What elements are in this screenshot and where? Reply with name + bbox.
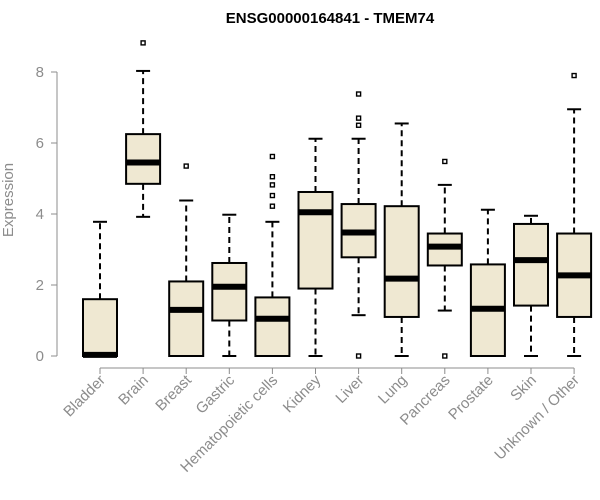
box-gastric	[211, 213, 248, 357]
box-prostate	[469, 208, 506, 357]
outlier-point	[355, 115, 362, 121]
box-breast	[168, 163, 205, 358]
x-tick-label: Liver	[332, 372, 367, 407]
outlier-point	[355, 91, 362, 97]
box-brain	[125, 40, 162, 218]
y-tick-label: 2	[36, 277, 44, 294]
x-tick-label: Skin	[507, 372, 540, 405]
box-skin	[513, 214, 549, 357]
y-tick-label: 8	[36, 64, 44, 81]
y-tick-label: 0	[36, 348, 44, 365]
box-liver	[340, 91, 377, 359]
outlier-point	[140, 40, 146, 46]
x-tick-label: Breast	[152, 371, 195, 414]
outlier-point	[355, 122, 362, 128]
iqr-box	[513, 222, 549, 307]
box-lung	[383, 122, 420, 357]
iqr-box	[168, 280, 205, 358]
box-kidney	[297, 137, 334, 357]
iqr-box	[82, 298, 118, 358]
y-tick-label: 4	[36, 206, 44, 223]
y-axis-label: Expression	[0, 163, 17, 237]
outlier-point	[442, 353, 448, 359]
outlier-point	[355, 353, 362, 359]
x-tick-label: Bladder	[60, 372, 109, 421]
iqr-box	[254, 296, 291, 357]
y-axis: 0 2 4 6 8	[36, 64, 58, 365]
x-tick-label: Brain	[115, 372, 152, 409]
outlier-point	[183, 163, 189, 169]
iqr-box	[125, 133, 162, 185]
outlier-point	[269, 192, 276, 199]
box-pancreas	[426, 158, 463, 359]
box-bladder	[82, 220, 118, 358]
outlier-point	[269, 182, 276, 188]
chart-title: ENSG00000164841 - TMEM74	[226, 10, 435, 27]
iqr-box	[297, 190, 334, 290]
x-tick-label: Lung	[375, 372, 411, 408]
outlier-point	[571, 72, 577, 79]
outlier-point	[442, 158, 448, 165]
box-unknown-other	[556, 72, 593, 357]
box-hematopoietic-cells	[254, 153, 291, 357]
x-tick-label: Prostate	[445, 372, 497, 424]
outlier-point	[269, 174, 276, 180]
outlier-point	[269, 203, 276, 209]
y-tick-label: 6	[36, 135, 44, 152]
box-series	[82, 40, 593, 359]
iqr-box	[211, 261, 248, 322]
x-tick-label: Kidney	[280, 371, 325, 416]
iqr-box	[383, 205, 420, 318]
outlier-point	[269, 153, 276, 160]
